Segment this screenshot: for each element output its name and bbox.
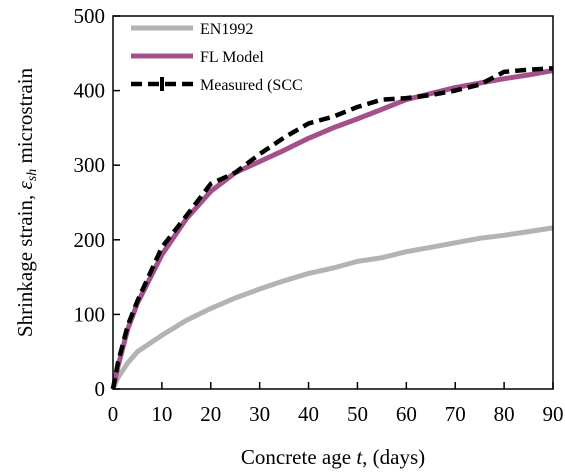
x-tick-label: 50 [347, 402, 368, 426]
x-tick-label: 70 [445, 402, 466, 426]
x-tick-label: 10 [151, 402, 172, 426]
ticks-layer: 0 10 20 30 40 50 60 70 80 90 0 100 200 300 400 500 [74, 4, 564, 426]
series-layer [110, 65, 554, 391]
x-axis-title-variable: t [356, 445, 363, 469]
x-tick-label: 0 [108, 402, 119, 426]
y-tick-label: 0 [95, 377, 106, 401]
legend-label-0: EN1992 [200, 21, 253, 38]
x-tick-label: 30 [249, 402, 270, 426]
y-axis-title: Shrinkage strain, εsh microstrain [13, 67, 40, 337]
y-tick-label: 100 [74, 302, 106, 326]
x-tick-label: 80 [494, 402, 515, 426]
series-line-1 [110, 68, 554, 390]
x-tick-label: 40 [298, 402, 319, 426]
x-tick-label: 90 [543, 402, 564, 426]
x-axis-title-suffix: , (days) [362, 445, 425, 469]
x-tick-label: 20 [200, 402, 221, 426]
y-axis-title-suffix: microstrain [13, 67, 37, 168]
y-axis-title-subscript: sh [25, 169, 40, 181]
y-axis-title-variable: ε [13, 181, 37, 190]
x-axis-title: Concrete age t, (days) [241, 445, 425, 469]
y-tick-label: 300 [74, 153, 106, 177]
x-axis-title-prefix: Concrete age [241, 445, 356, 469]
legend-label-2: Measured (SCC [200, 77, 303, 94]
y-axis-title-prefix: Shrinkage strain, [13, 190, 37, 338]
plot-frame [112, 15, 554, 390]
series-line-0 [110, 225, 554, 391]
legend-label-1: FL Model [200, 49, 264, 66]
x-tick-label: 60 [396, 402, 417, 426]
y-tick-label: 500 [74, 4, 106, 28]
series-line-2 [110, 65, 554, 390]
y-tick-label: 400 [74, 79, 106, 103]
legend: EN1992 FL Model Measured (SCC [131, 21, 303, 94]
y-tick-label: 200 [74, 228, 106, 252]
